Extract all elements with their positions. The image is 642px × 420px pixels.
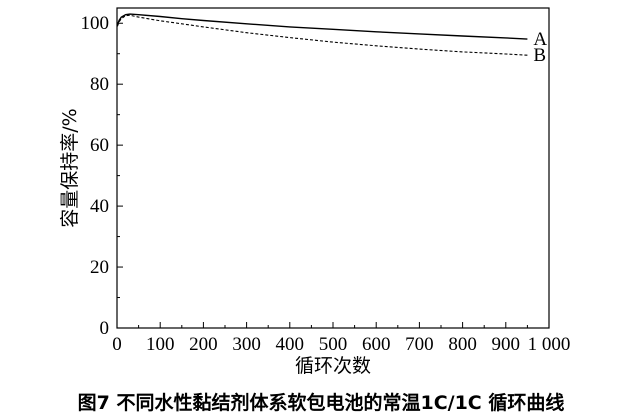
y-tick-label: 20 — [90, 257, 109, 278]
y-axis: 0 20 40 60 80 100 — [81, 13, 123, 339]
y-tick-label: 40 — [90, 196, 109, 217]
x-tick-label: 300 — [232, 334, 261, 355]
series-B-label: B — [533, 45, 546, 66]
x-tick-label: 600 — [362, 334, 391, 355]
x-tick-label: 900 — [492, 334, 521, 355]
series-B-line — [116, 14, 528, 56]
x-tick-label: 100 — [146, 334, 175, 355]
series-A-line — [116, 13, 528, 40]
x-tick-label: 400 — [276, 334, 305, 355]
y-axis-title: 容量保持率/% — [59, 108, 81, 227]
y-tick-label: 60 — [90, 135, 109, 156]
x-axis-title: 循环次数 — [295, 355, 371, 377]
series-layer: AB — [116, 13, 547, 66]
x-tick-label: 500 — [319, 334, 348, 355]
y-tick-label: 0 — [100, 318, 110, 339]
x-tick-label: 200 — [189, 334, 218, 355]
x-tick-label: 800 — [448, 334, 477, 355]
y-tick-label: 80 — [90, 74, 109, 95]
x-tick-label: 700 — [405, 334, 434, 355]
plot-frame — [116, 7, 550, 329]
chart: 0 100 200 300 400 500 600 700 800 900 1 000 0 20 40 6… — [59, 7, 570, 377]
series-A-label: A — [533, 29, 547, 50]
y-tick-label: 100 — [81, 13, 110, 34]
x-axis: 0 100 200 300 400 500 600 700 800 900 1 000 — [112, 322, 570, 355]
x-tick-label: 1 000 — [528, 334, 571, 355]
figure-caption: 图7 不同水性黏结剂体系软包电池的常温1C/1C 循环曲线 — [77, 392, 565, 414]
x-tick-label: 0 — [112, 334, 122, 355]
